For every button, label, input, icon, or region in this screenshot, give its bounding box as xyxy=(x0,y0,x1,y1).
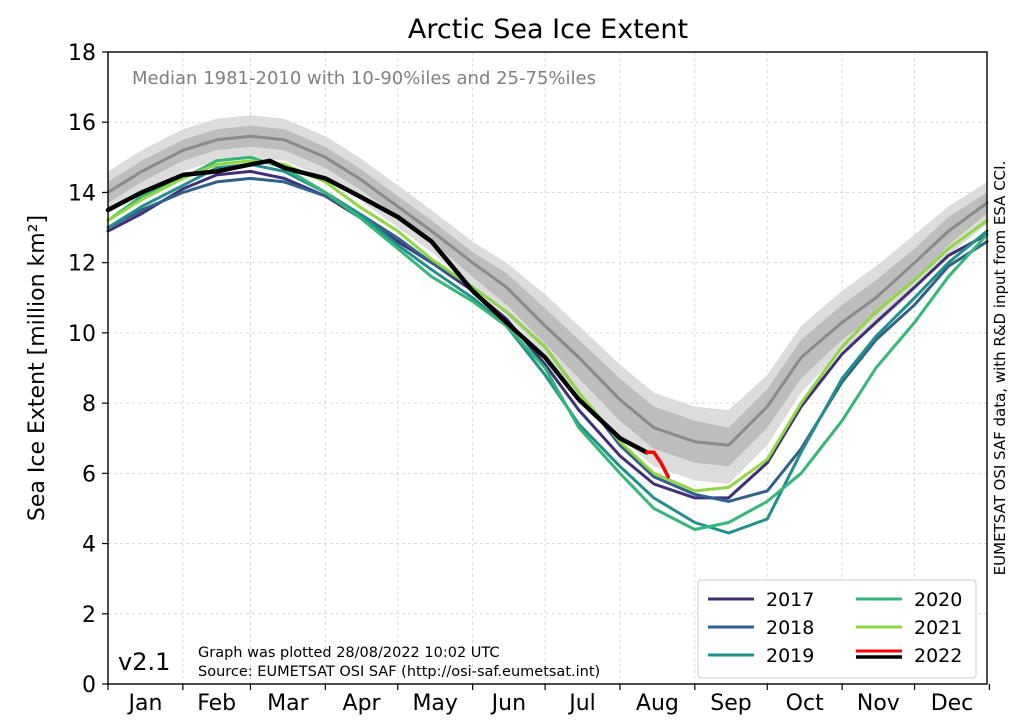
x-axis-ticks: Jan Feb Mar Apr May Jun Jul Aug Sep Oct Nov Dec xyxy=(107,684,991,716)
plotted-date-text: Graph was plotted 28/08/2022 10:02 UTC xyxy=(198,645,500,661)
legend-label: 2022 xyxy=(914,645,962,667)
legend-label: 2018 xyxy=(766,617,814,639)
x-tick-label: Dec xyxy=(931,691,974,716)
y-axis-ticks: 0 2 4 6 8 10 12 14 16 18 xyxy=(68,41,108,698)
series-lines xyxy=(105,134,989,535)
x-tick-label: May xyxy=(412,691,457,716)
legend-label: 2021 xyxy=(914,617,962,639)
y-tick-label: 0 xyxy=(82,673,96,698)
y-tick-label: 10 xyxy=(68,322,96,347)
y-tick-label: 12 xyxy=(68,252,96,277)
y-tick-label: 2 xyxy=(82,603,96,628)
series-line-2022-recent xyxy=(644,450,670,479)
x-tick-label: Mar xyxy=(267,691,309,716)
band-25-75 xyxy=(108,125,987,467)
x-tick-label: Apr xyxy=(343,691,382,716)
y-tick-label: 8 xyxy=(82,392,96,417)
series-line-2017 xyxy=(106,169,989,500)
x-tick-label: Feb xyxy=(197,691,236,716)
percentile-bands xyxy=(108,115,987,484)
y-tick-label: 4 xyxy=(82,533,96,558)
series-line-2020 xyxy=(106,155,989,531)
data-credit: EUMETSAT OSI SAF data, with R&D input fr… xyxy=(991,161,1009,576)
plot-frame xyxy=(107,51,988,685)
series-line-2022 xyxy=(105,158,649,455)
legend-label: 2020 xyxy=(914,589,962,611)
median-annotation: Median 1981-2010 with 10-90%iles and 25-… xyxy=(132,68,596,89)
legend-label: 2017 xyxy=(766,589,814,611)
x-tick-label: Oct xyxy=(786,691,824,716)
x-tick-label: Jan xyxy=(126,691,162,716)
y-tick-label: 14 xyxy=(68,181,96,206)
series-line-2021 xyxy=(106,159,989,493)
x-tick-label: Jul xyxy=(567,691,596,716)
y-tick-label: 6 xyxy=(82,462,96,487)
version-label: v2.1 xyxy=(118,648,170,676)
x-tick-label: Sep xyxy=(710,691,751,716)
y-tick-label: 16 xyxy=(68,111,96,136)
legend: 2017 2020 2018 2021 2019 2022 xyxy=(697,579,977,679)
chart-title: Arctic Sea Ice Extent xyxy=(408,14,688,45)
x-tick-label: Aug xyxy=(636,691,679,716)
legend-label: 2019 xyxy=(766,645,814,667)
legend-box xyxy=(697,579,977,679)
x-tick-label: Nov xyxy=(857,691,900,716)
y-axis-label: Sea Ice Extent [million km²] xyxy=(25,215,50,521)
median-line xyxy=(106,134,989,447)
x-tick-label: Jun xyxy=(490,691,526,716)
y-tick-label: 18 xyxy=(68,41,96,66)
source-text: Source: EUMETSAT OSI SAF (http://osi-saf… xyxy=(198,664,600,680)
